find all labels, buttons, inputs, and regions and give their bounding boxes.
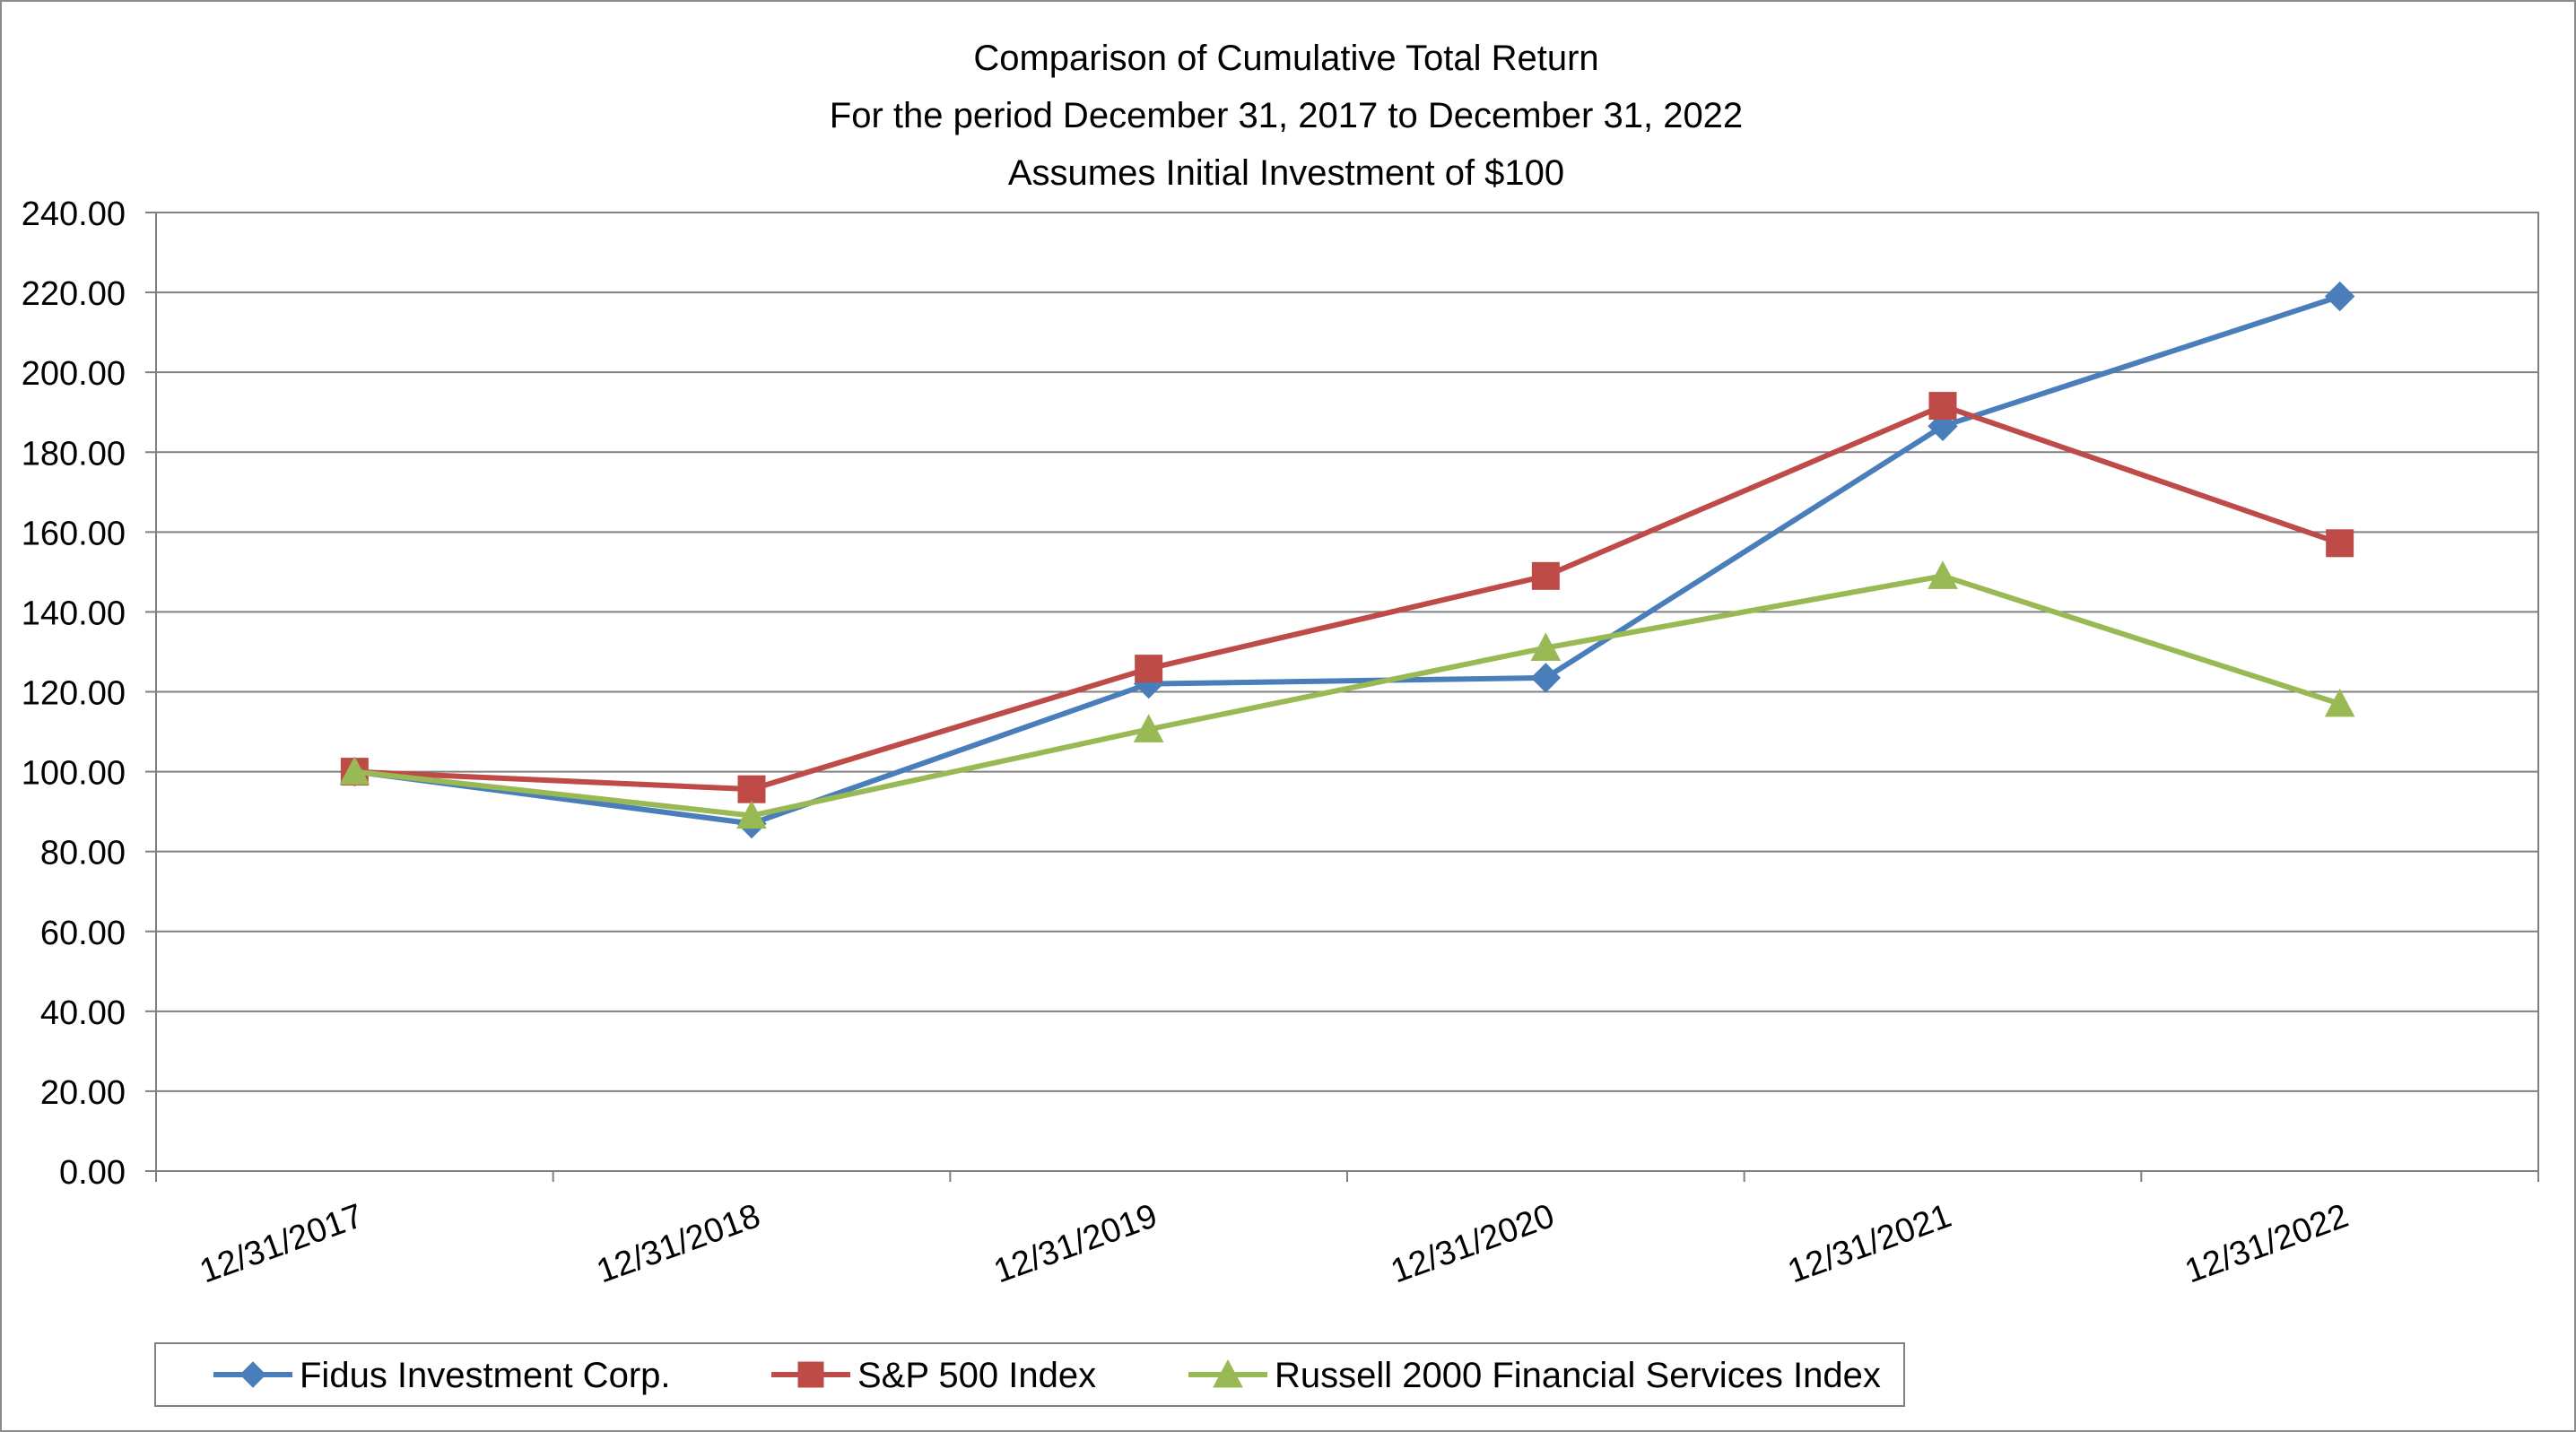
legend: Fidus Investment Corp. S&P 500 Index Russe… <box>213 1356 1881 1395</box>
data-point <box>1928 392 1957 421</box>
chart-subtitle-line-3: Assumes Initial Investment of $100 <box>1008 153 1564 193</box>
legend-marker <box>1213 1358 1243 1388</box>
legend-marker <box>797 1361 824 1388</box>
data-point <box>737 775 766 803</box>
x-tick-label: 12/31/2017 <box>195 1197 368 1291</box>
y-tick-label: 0.00 <box>59 1154 126 1192</box>
y-tick-label: 40.00 <box>40 994 126 1032</box>
y-tick-label: 140.00 <box>22 594 126 632</box>
y-axis-ticks: 0.00 20.00 40.00 60.00 80.00 100.00 120.00 140.… <box>22 195 156 1192</box>
y-tick-label: 200.00 <box>22 355 126 393</box>
data-point <box>2324 688 2355 717</box>
x-axis-ticks: 12/31/2017 12/31/2018 12/31/2019 12/31/2020… <box>155 1171 2539 1291</box>
y-tick-label: 180.00 <box>22 435 126 473</box>
data-point <box>1133 714 1164 742</box>
y-tick-label: 100.00 <box>22 755 126 793</box>
chart-subtitle-line-2: For the period December 31, 2017 to Dece… <box>830 96 1743 135</box>
data-point <box>2326 529 2354 558</box>
chart-title-line-1: Comparison of Cumulative Total Return <box>973 39 1598 78</box>
legend-label: Fidus Investment Corp. <box>300 1356 671 1395</box>
series-lines <box>339 281 2355 839</box>
legend-entry-2: S&P 500 Index <box>771 1356 1096 1395</box>
y-tick-label: 60.00 <box>40 915 126 952</box>
data-point <box>1135 655 1163 683</box>
data-point <box>1531 561 1560 590</box>
y-tick-label: 220.00 <box>22 275 126 313</box>
series-line <box>354 403 2341 793</box>
data-point <box>1928 560 1958 589</box>
x-tick-label: 12/31/2018 <box>592 1197 765 1291</box>
legend-entry-1: Fidus Investment Corp. <box>213 1356 671 1395</box>
series-line <box>354 573 2341 819</box>
data-point <box>339 756 370 785</box>
series-3 <box>339 560 2355 829</box>
y-tick-label: 160.00 <box>22 515 126 552</box>
y-tick-label: 120.00 <box>22 675 126 713</box>
x-tick-label: 12/31/2020 <box>1386 1197 1559 1291</box>
y-tick-label: 20.00 <box>40 1074 126 1112</box>
legend-box <box>154 1342 1905 1407</box>
legend-label: S&P 500 Index <box>857 1356 1096 1395</box>
data-point <box>736 800 767 829</box>
y-tick-label: 240.00 <box>22 195 126 233</box>
data-point <box>1530 663 1562 693</box>
x-tick-label: 12/31/2019 <box>989 1197 1162 1291</box>
legend-marker <box>239 1361 266 1388</box>
data-point <box>2324 281 2355 312</box>
data-point <box>1530 632 1562 662</box>
x-tick-label: 12/31/2022 <box>2180 1197 2354 1291</box>
legend-entry-3: Russell 2000 Financial Services Index <box>1188 1356 1881 1395</box>
y-tick-label: 80.00 <box>40 835 126 872</box>
legend-label: Russell 2000 Financial Services Index <box>1275 1356 1881 1395</box>
x-tick-label: 12/31/2021 <box>1783 1197 1956 1291</box>
chart-title: Comparison of Cumulative Total Return Fo… <box>830 39 1743 193</box>
gridlines <box>156 291 2538 1092</box>
series-line <box>353 293 2341 827</box>
